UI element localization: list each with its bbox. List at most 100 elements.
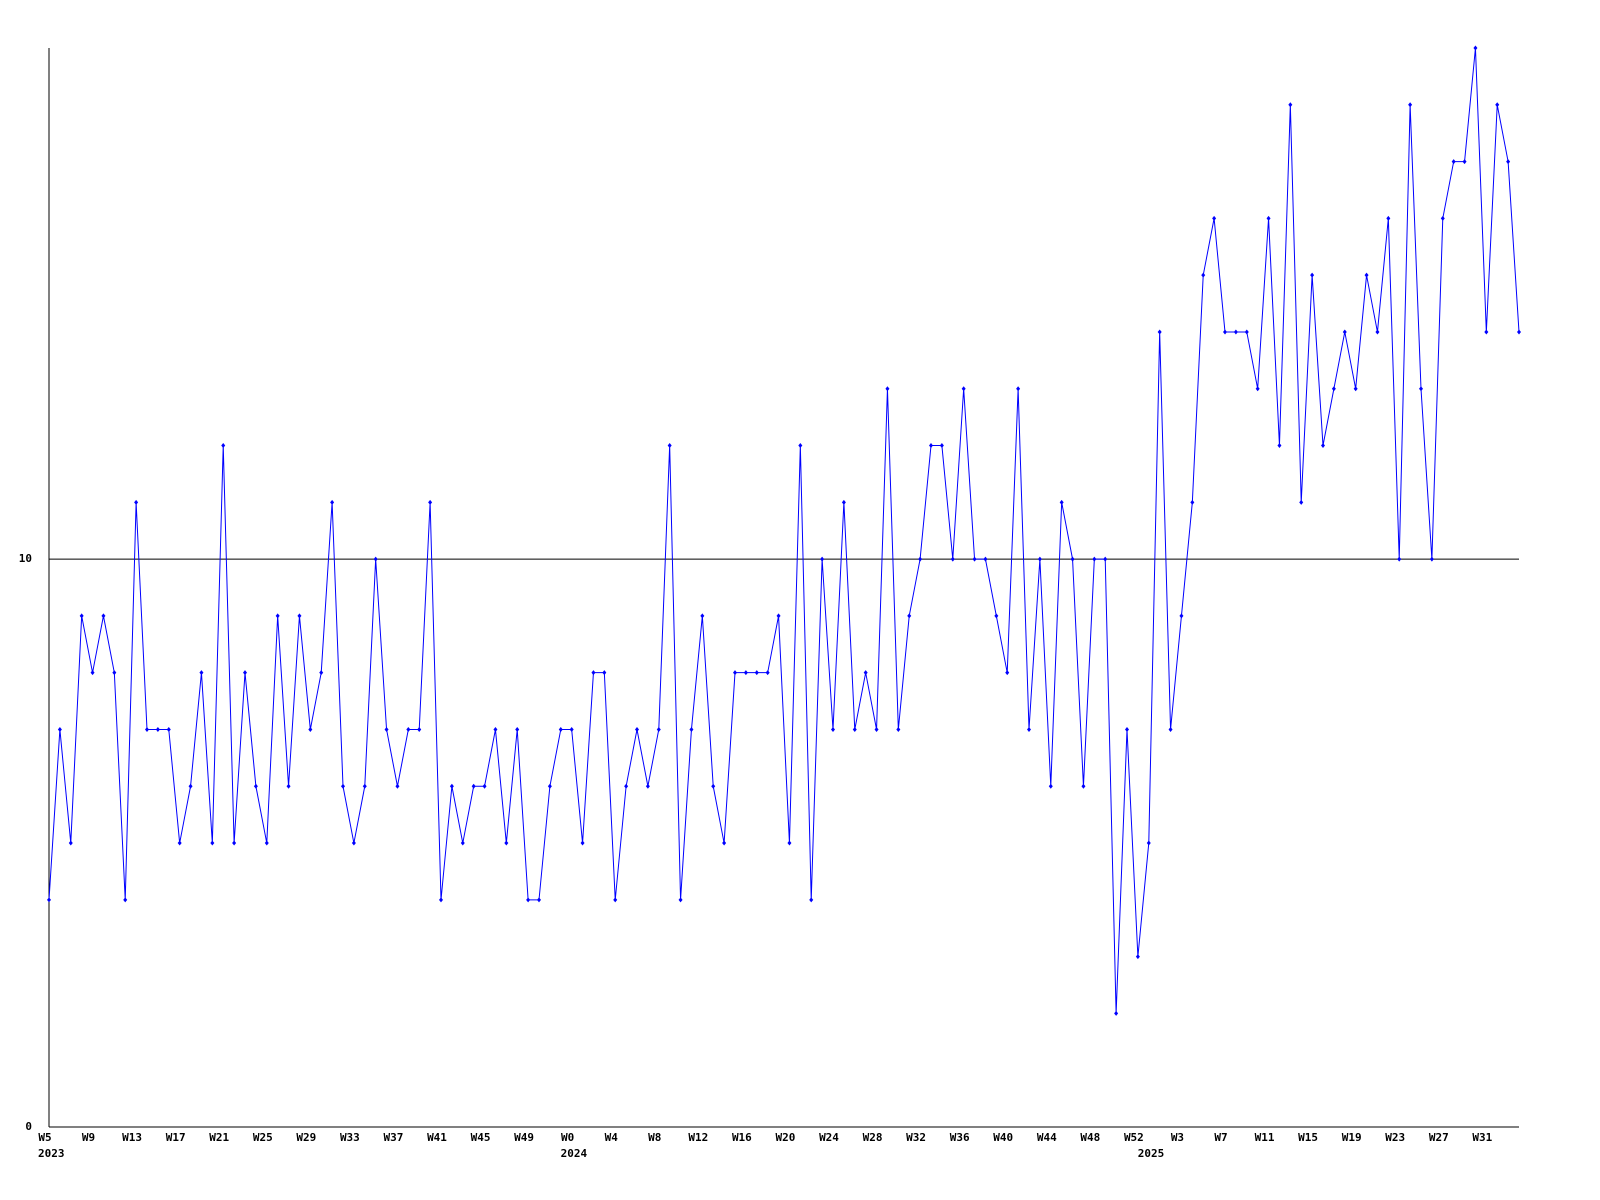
data-point: [537, 897, 541, 903]
x-tick-label: W29: [296, 1131, 316, 1144]
data-point: [373, 556, 378, 562]
data-point: [1168, 726, 1173, 732]
data-point: [1059, 499, 1064, 505]
data-point: [863, 670, 868, 676]
x-tick-label: W15: [1298, 1131, 1318, 1144]
x-tick-label: W19: [1342, 1131, 1362, 1144]
x-tick-label: W33: [340, 1131, 360, 1144]
data-point: [351, 840, 356, 846]
data-point: [820, 556, 825, 562]
x-tick-label: W48: [1080, 1131, 1100, 1144]
data-point: [221, 443, 226, 449]
data-point: [101, 613, 106, 619]
data-point: [558, 726, 563, 732]
data-point: [526, 897, 531, 903]
data-point: [1157, 329, 1162, 335]
y-tick-label: 10: [19, 552, 32, 565]
data-point: [994, 613, 999, 619]
data-point: [297, 613, 302, 619]
data-point: [1016, 386, 1021, 392]
data-point: [929, 443, 933, 449]
data-point: [1321, 443, 1325, 449]
data-point: [1146, 840, 1151, 846]
data-point: [1310, 272, 1315, 278]
data-point: [722, 840, 727, 846]
data-point: [1331, 386, 1336, 392]
x-tick-label: W11: [1255, 1131, 1275, 1144]
x-tick-label: W44: [1037, 1131, 1057, 1144]
data-point: [1506, 159, 1511, 165]
x-year-label: 2025: [1138, 1147, 1165, 1160]
x-tick-label: W25: [253, 1131, 273, 1144]
x-tick-label: W36: [950, 1131, 970, 1144]
data-point: [471, 783, 476, 789]
data-point: [613, 897, 618, 903]
data-point: [918, 556, 923, 562]
data-point: [1353, 386, 1358, 392]
data-point: [1179, 613, 1184, 619]
data-point: [1027, 726, 1031, 732]
data-point: [635, 726, 639, 732]
data-point: [656, 726, 661, 732]
x-tick-label: W41: [427, 1131, 447, 1144]
data-point: [90, 670, 95, 676]
data-point: [1419, 386, 1423, 392]
data-point: [591, 670, 596, 676]
data-point: [1081, 783, 1086, 789]
data-point: [57, 726, 62, 732]
data-point: [47, 897, 51, 903]
x-tick-label: W20: [776, 1131, 796, 1144]
data-point: [166, 726, 171, 732]
x-tick-label: W0: [561, 1131, 574, 1144]
data-point: [939, 443, 944, 449]
data-point: [754, 670, 759, 676]
data-point: [1429, 556, 1434, 562]
data-point: [1408, 102, 1413, 108]
data-point: [983, 556, 988, 562]
x-tick-label: W8: [648, 1131, 661, 1144]
data-point: [700, 613, 705, 619]
data-point: [972, 556, 977, 562]
data-point: [460, 840, 465, 846]
data-point: [362, 783, 367, 789]
data-point: [1484, 329, 1489, 335]
x-tick-label: W12: [688, 1131, 708, 1144]
data-point: [874, 726, 879, 732]
data-point: [733, 670, 737, 676]
x-tick-label: W7: [1214, 1131, 1227, 1144]
x-tick-label: W27: [1429, 1131, 1449, 1144]
x-tick-label: W9: [82, 1131, 95, 1144]
data-point: [1299, 499, 1304, 505]
x-tick-label: W16: [732, 1131, 752, 1144]
data-point: [798, 443, 803, 449]
data-point: [885, 386, 890, 392]
data-point: [1517, 329, 1521, 335]
data-point: [667, 443, 672, 449]
data-point: [852, 726, 857, 732]
data-point: [155, 726, 160, 732]
data-point: [482, 783, 487, 789]
data-point: [907, 613, 912, 619]
data-point: [264, 840, 269, 846]
data-point: [319, 670, 324, 676]
data-point: [428, 499, 433, 505]
data-point: [504, 840, 509, 846]
data-point: [1103, 556, 1108, 562]
data-point: [232, 840, 237, 846]
data-point: [515, 726, 520, 732]
data-point: [1440, 215, 1445, 221]
data-point: [406, 726, 411, 732]
x-tick-label: W21: [209, 1131, 229, 1144]
data-point: [395, 783, 400, 789]
data-point: [1190, 499, 1195, 505]
data-point: [275, 613, 280, 619]
x-year-label: 2024: [561, 1147, 588, 1160]
data-point: [384, 726, 389, 732]
data-point: [602, 670, 607, 676]
x-tick-label: W17: [166, 1131, 186, 1144]
data-point: [134, 499, 139, 505]
data-point: [1277, 443, 1282, 449]
x-tick-label: W5: [38, 1131, 51, 1144]
data-point: [1473, 45, 1478, 51]
